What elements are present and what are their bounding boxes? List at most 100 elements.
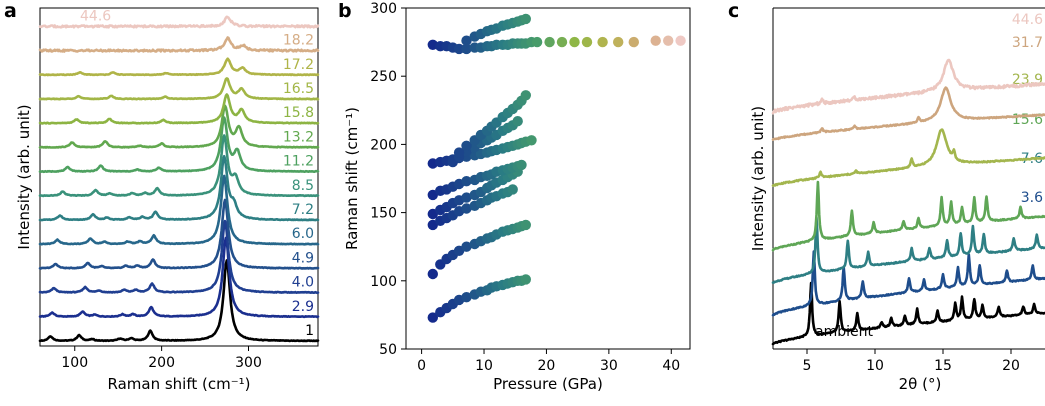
panel-b-point bbox=[461, 241, 472, 252]
panel-a-spectrum bbox=[38, 259, 320, 343]
panel-a-ylabel: Intensity (arb. unit) bbox=[15, 104, 33, 249]
panel-b-point bbox=[461, 140, 472, 151]
panel-a-spectrum bbox=[38, 198, 320, 270]
panel-b-ylabel: Raman shift (cm⁻¹) bbox=[343, 107, 361, 250]
panel-b-xtick-label: 40 bbox=[662, 358, 680, 374]
panel-b-point bbox=[461, 176, 472, 187]
panel-a-spectrum bbox=[38, 236, 320, 319]
panel-c-xtick-label: 10 bbox=[866, 358, 884, 374]
panel-b-letter: b bbox=[338, 0, 352, 22]
panel-b-point bbox=[461, 292, 472, 303]
panel-b-xtick-label: 30 bbox=[600, 358, 618, 374]
panel-c-xlabel: 2θ (°) bbox=[899, 375, 942, 393]
panel-c-letter: c bbox=[728, 0, 739, 22]
panel-c-pressure-label: 31.7 bbox=[1012, 35, 1043, 51]
panel-b-point bbox=[516, 159, 527, 171]
panel-b-point bbox=[507, 184, 518, 195]
panel-a-spectrum bbox=[38, 154, 320, 222]
panel-a-pressure-label: 7.2 bbox=[292, 202, 314, 218]
panel-b-point bbox=[520, 219, 531, 231]
panel-b-point bbox=[520, 90, 531, 101]
panel-a-pressure-label: 17.2 bbox=[283, 57, 314, 73]
panel-a-raman-spectra: 100 200 300 Raman shift (cm⁻¹) Intensity (ar… bbox=[15, 7, 320, 393]
panel-a-xtick-label: 300 bbox=[235, 355, 262, 371]
panel-b-xtick-label: 10 bbox=[475, 358, 493, 374]
panel-b-point bbox=[461, 203, 472, 214]
panel-b-point bbox=[597, 36, 608, 48]
panel-b-point bbox=[613, 36, 624, 48]
panel-c-pressure-label: 3.6 bbox=[1021, 190, 1043, 206]
panel-c-ylabel: Intensity (arb. unit) bbox=[749, 106, 767, 251]
panel-b-point bbox=[461, 192, 472, 203]
panel-b-point bbox=[663, 35, 674, 46]
panel-b-point bbox=[520, 274, 531, 285]
panel-a-spectrum bbox=[38, 174, 320, 246]
panel-b-point bbox=[581, 36, 593, 48]
panel-c-pattern bbox=[771, 216, 1045, 284]
panel-c-pattern bbox=[771, 86, 1045, 141]
panel-b-point bbox=[427, 312, 438, 323]
panel-a-pressure-label: 6.0 bbox=[292, 226, 314, 242]
panel-a-pressure-label: 18.2 bbox=[283, 33, 314, 49]
panel-b-point bbox=[544, 36, 555, 48]
panel-c-pattern bbox=[771, 58, 1045, 115]
panel-b-ytick-label: 200 bbox=[370, 137, 397, 153]
panel-c-pattern bbox=[771, 250, 1045, 317]
panel-b-point bbox=[556, 36, 568, 48]
panel-c-pattern bbox=[771, 180, 1045, 252]
panel-a-spectrum bbox=[38, 15, 320, 29]
panel-c-pressure-label: 44.6 bbox=[1012, 12, 1043, 28]
panel-a-pressure-label: 15.8 bbox=[283, 105, 314, 121]
panel-a-spectrum bbox=[38, 134, 320, 198]
panel-a-spectrum bbox=[38, 36, 320, 53]
panel-b-ytick-label: 300 bbox=[370, 1, 397, 17]
panel-a-spectrum bbox=[38, 116, 320, 174]
panel-a-spectrum bbox=[38, 219, 320, 295]
panel-a-pressure-label: 1 bbox=[305, 323, 314, 339]
panel-b-point bbox=[526, 135, 537, 146]
panel-c-pattern bbox=[771, 128, 1045, 187]
panel-a-pressure-label: 4.9 bbox=[292, 250, 314, 266]
panel-a-pressure-label: 16.5 bbox=[283, 81, 314, 97]
panel-b-point bbox=[650, 35, 661, 46]
panel-b-point bbox=[461, 35, 472, 46]
panel-b-point bbox=[531, 36, 543, 48]
panel-b-xlabel: Pressure (GPa) bbox=[493, 375, 603, 393]
panel-b-ytick-label: 250 bbox=[370, 69, 397, 85]
panel-a-frame bbox=[39, 7, 319, 347]
panel-c-xtick-label: 5 bbox=[803, 358, 812, 374]
panel-b-point bbox=[628, 36, 639, 48]
panel-a-spectrum bbox=[38, 104, 320, 149]
panel-b-xtick-label: 0 bbox=[417, 358, 426, 374]
panel-b-point bbox=[520, 13, 531, 25]
panel-b-point bbox=[453, 43, 465, 55]
panel-c-pattern bbox=[771, 281, 1045, 346]
panel-a-pressure-label: 2.9 bbox=[292, 299, 314, 315]
panel-b-point bbox=[427, 268, 438, 280]
panel-a-xlabel: Raman shift (cm⁻¹) bbox=[107, 375, 250, 393]
panel-b-point bbox=[569, 36, 580, 48]
panel-a-pressure-label: 4.0 bbox=[292, 275, 314, 291]
panel-a-pressure-label: 44.6 bbox=[80, 8, 111, 24]
panel-a-pressure-label: 13.2 bbox=[283, 129, 314, 145]
panel-c-xtick-label: 20 bbox=[1002, 358, 1020, 374]
panel-c-xrd-patterns: 5 10 15 20 2θ (°) Intensity (arb. unit) ambien… bbox=[749, 7, 1045, 393]
panel-b-ytick-label: 100 bbox=[370, 274, 397, 290]
panel-a-pressure-label: 11.2 bbox=[283, 154, 314, 170]
panel-b-point bbox=[453, 147, 465, 158]
panel-a-letter: a bbox=[4, 0, 17, 22]
panel-b-ytick-label: 150 bbox=[370, 206, 397, 222]
panel-b-xtick-label: 20 bbox=[538, 358, 556, 374]
panel-b-point bbox=[675, 35, 686, 46]
panel-c-xtick-label: 15 bbox=[934, 358, 952, 374]
panel-b-raman-shift-vs-pressure: 0 10 20 30 40 50 100 150 200 250 300 Pressure (GPa)… bbox=[343, 1, 691, 393]
panel-b-point bbox=[512, 116, 523, 127]
panel-b-frame bbox=[405, 7, 691, 350]
panel-a-xtick-label: 100 bbox=[61, 355, 88, 371]
panel-a-spectrum bbox=[38, 77, 320, 101]
panel-a-spectrum bbox=[38, 93, 320, 125]
panel-c-ambient-label: ambient bbox=[815, 324, 873, 340]
panel-a-spectrum bbox=[38, 57, 320, 77]
panel-b-ytick-label: 50 bbox=[379, 342, 397, 358]
